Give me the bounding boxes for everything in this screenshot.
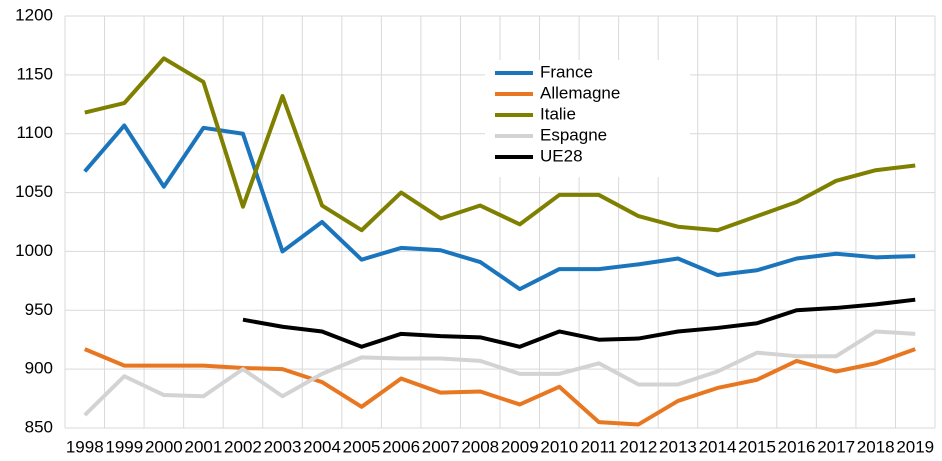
series-line [84,347,916,427]
x-tick-label: 2017 [817,437,855,456]
legend-label: Italie [540,104,576,123]
x-tick-label: 2005 [343,437,381,456]
y-tick-label: 850 [25,417,53,436]
y-tick-label: 1050 [15,182,53,201]
x-tick-label: 2014 [699,437,737,456]
y-tick-label: 1150 [16,64,53,83]
x-tick-label: 2012 [619,437,657,456]
legend-label: UE28 [540,146,583,165]
y-tick-label: 950 [25,300,53,319]
y-tick-label: 1200 [15,5,53,24]
series-line [83,123,916,292]
x-tick-label: 2007 [422,437,460,456]
y-tick-label: 1000 [15,241,53,260]
series-line [242,297,916,349]
x-tick-label: 1999 [105,437,143,456]
y-tick-label: 1100 [16,123,53,142]
legend-label: Allemagne [540,83,620,102]
x-tick-label: 2002 [224,437,262,456]
x-tick-label: 1998 [66,437,104,456]
series-line [84,56,916,233]
x-tick-label: 2001 [184,437,222,456]
x-tick-label: 2010 [540,437,578,456]
x-tick-label: 2000 [145,437,183,456]
y-tick-label: 900 [25,359,53,378]
x-tick-label: 2015 [738,437,776,456]
x-tick-label: 2016 [778,437,816,456]
x-tick-label: 2006 [382,437,420,456]
legend-label: Espagne [540,125,607,144]
x-tick-label: 2018 [857,437,895,456]
x-tick-label: 2004 [303,437,341,456]
x-tick-label: 2003 [264,437,302,456]
x-tick-label: 2019 [896,437,934,456]
legend-label: France [540,62,593,81]
x-tick-label: 2008 [461,437,499,456]
x-tick-label: 2013 [659,437,697,456]
x-tick-label: 2009 [501,437,539,456]
series-line [83,329,916,417]
x-tick-label: 2011 [581,437,618,456]
